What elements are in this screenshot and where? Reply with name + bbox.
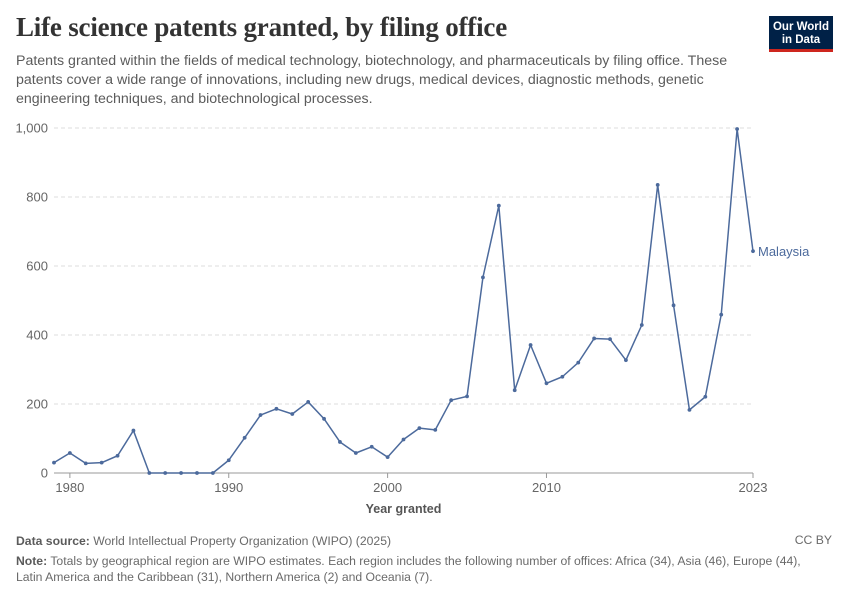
data-point	[671, 303, 676, 308]
data-point	[735, 127, 740, 131]
y-tick-label: 1,000	[15, 121, 48, 136]
data-source: Data source: World Intellectual Property…	[16, 533, 391, 549]
source-link[interactable]: World Intellectual Property Organization…	[93, 534, 392, 548]
data-point	[163, 471, 168, 475]
y-tick-label: 0	[41, 466, 48, 481]
data-point	[592, 336, 597, 341]
data-point	[179, 471, 183, 475]
data-point	[465, 394, 469, 399]
data-point	[322, 416, 326, 421]
data-point	[83, 461, 88, 466]
series-labels: Malaysia	[758, 244, 810, 259]
data-point	[608, 337, 612, 342]
x-tick-label: 2010	[532, 480, 561, 495]
data-point	[481, 275, 485, 280]
x-tick-label: 2000	[373, 480, 402, 495]
x-tick-label: 2023	[739, 480, 768, 495]
data-point	[512, 388, 517, 393]
data-point	[290, 412, 295, 416]
x-tick-label: 1980	[55, 480, 84, 495]
y-tick-label: 600	[26, 259, 48, 274]
source-label: Data source:	[16, 534, 90, 548]
data-point	[258, 413, 263, 417]
x-axis: 1980 1990 2000 2010 2023 Year granted	[54, 472, 768, 516]
data-point	[560, 374, 565, 379]
license[interactable]: CC BY	[794, 533, 832, 547]
y-tick-label: 200	[26, 397, 48, 412]
y-tick-label: 400	[26, 328, 48, 343]
chart-title: Life science patents granted, by filing …	[16, 12, 507, 42]
logo-line-2: in Data	[781, 33, 821, 46]
chart-subtitle: Patents granted within the fields of med…	[16, 53, 728, 107]
logo-line-1: Our World	[772, 21, 829, 33]
owid-logo[interactable]: Our World in Data	[769, 16, 833, 52]
data-point	[687, 407, 692, 412]
data-point	[751, 249, 755, 254]
data-point	[115, 453, 120, 458]
data-point	[338, 440, 342, 444]
y-tick-label: 800	[26, 190, 48, 205]
data-point	[274, 406, 279, 411]
data-point	[67, 451, 72, 455]
data-point	[306, 400, 311, 404]
data-point	[195, 471, 199, 475]
data-point	[719, 312, 724, 317]
data-point	[401, 437, 406, 442]
data-point	[639, 323, 644, 327]
data-point	[242, 435, 247, 440]
series-line	[53, 128, 754, 474]
note-text: Totals by geographical region are WIPO e…	[16, 554, 801, 584]
data-point	[417, 426, 422, 431]
series-lines	[53, 128, 754, 474]
data-point	[449, 398, 454, 403]
data-point	[210, 471, 215, 475]
series-label: Malaysia	[758, 244, 810, 259]
data-point	[147, 471, 152, 475]
data-point	[131, 428, 136, 433]
x-axis-title: Year granted	[366, 502, 442, 516]
data-point	[528, 343, 533, 347]
chart-note: Note: Totals by geographical region are …	[16, 553, 816, 585]
series-points	[52, 127, 755, 475]
x-tick-label: 1990	[214, 480, 243, 495]
data-point	[655, 183, 660, 187]
data-point	[544, 381, 549, 386]
data-point	[52, 460, 56, 465]
note-label: Note:	[16, 554, 48, 568]
data-point	[624, 358, 628, 363]
data-point	[99, 460, 104, 465]
data-point	[433, 427, 438, 432]
data-point	[353, 451, 358, 455]
data-point	[576, 360, 581, 365]
data-point	[703, 394, 708, 399]
data-point	[385, 455, 390, 460]
y-axis: 0 200 400 600 800 1,000	[15, 121, 48, 481]
data-point	[496, 203, 501, 208]
data-point	[226, 458, 231, 463]
data-point	[369, 444, 374, 449]
